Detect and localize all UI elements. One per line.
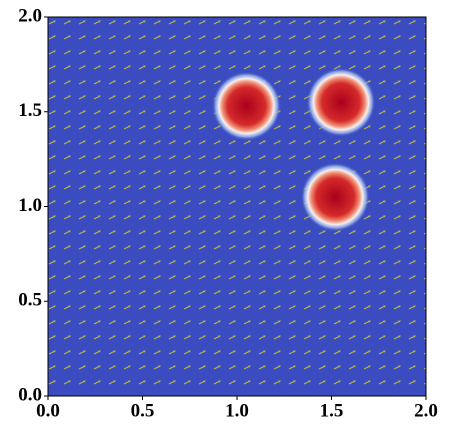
y-tick-label: 0.0 — [18, 384, 42, 405]
x-tick-label: 1.5 — [320, 400, 344, 421]
y-tick-label: 0.5 — [18, 290, 42, 311]
source-blob — [306, 67, 376, 137]
y-tick-label: 1.0 — [18, 195, 42, 216]
x-tick-label: 2.0 — [414, 400, 438, 421]
x-tick-label: 0.5 — [131, 400, 155, 421]
source-blob — [212, 71, 281, 141]
x-tick-label: 0.0 — [36, 400, 60, 421]
y-tick-label: 1.5 — [18, 100, 42, 121]
y-tick-label: 2.0 — [18, 5, 42, 26]
x-tick-label: 1.0 — [225, 400, 249, 421]
source-blob — [300, 162, 370, 232]
